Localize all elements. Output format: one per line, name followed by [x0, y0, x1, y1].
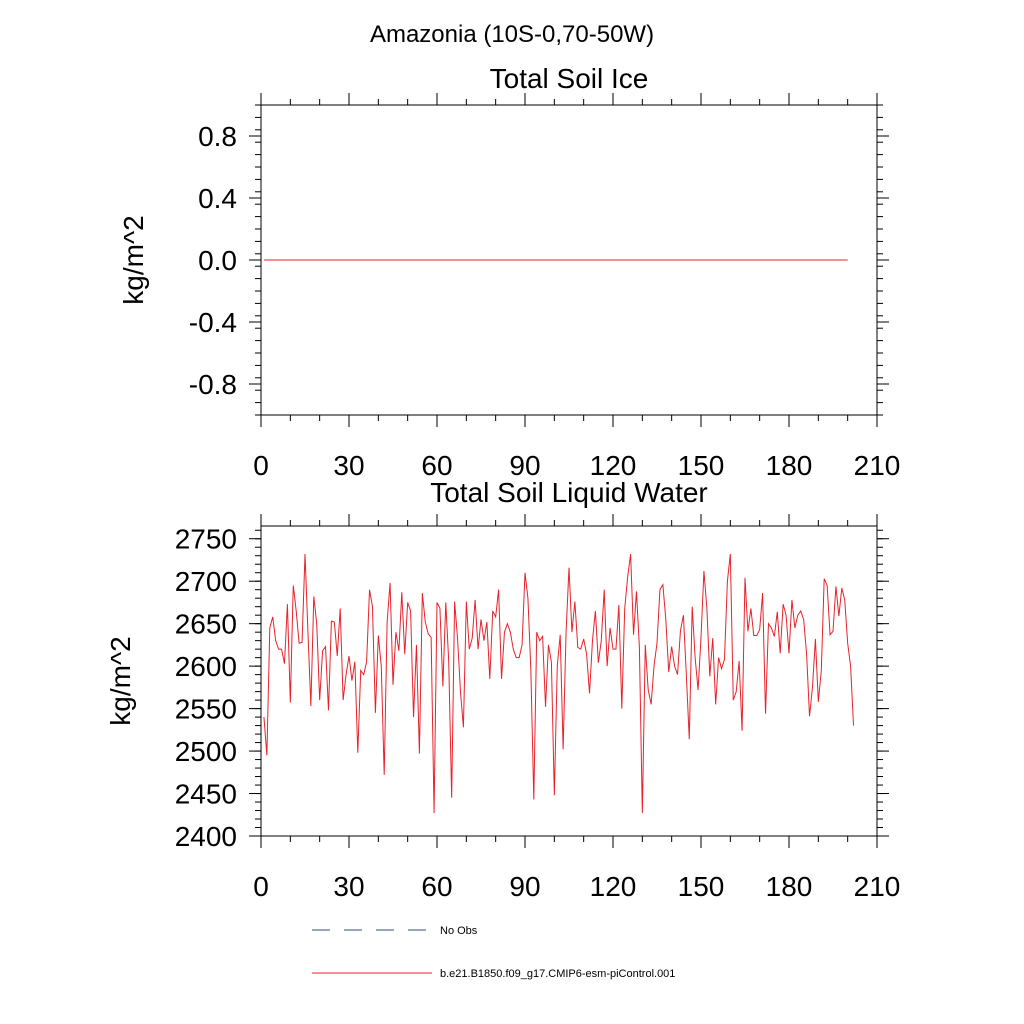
x-tick-label: 180: [766, 871, 813, 902]
legend-no-obs-label: No Obs: [440, 925, 478, 937]
x-tick-label: 90: [509, 450, 540, 481]
soil-liquid-water-panel: Total Soil Liquid Water kg/m^2 0 30 60 90 120 1…: [105, 477, 900, 902]
y-tick-label: 2550: [175, 694, 237, 725]
legend: No Obs b.e21.B1850.f09_g17.CMIP6-esm-piC…: [312, 925, 675, 980]
x-tick-label: 30: [333, 450, 364, 481]
x-tick-label: 210: [854, 450, 901, 481]
y-tick-label: 2600: [175, 651, 237, 682]
x-tick-label: 60: [421, 450, 452, 481]
x-tick-label: 120: [590, 871, 637, 902]
x-tick-label: 30: [333, 871, 364, 902]
y-axis-label: kg/m^2: [118, 215, 149, 304]
chart-title: Total Soil Ice: [490, 63, 649, 94]
y-tick-label: 2700: [175, 566, 237, 597]
y-tick-label: -0.4: [189, 307, 237, 338]
y-axis-label: kg/m^2: [105, 636, 136, 725]
y-tick-label: 0.8: [198, 121, 237, 152]
chart-title: Total Soil Liquid Water: [430, 477, 708, 508]
legend-model-label: b.e21.B1850.f09_g17.CMIP6-esm-piControl.…: [440, 968, 675, 980]
y-tick-label: 0.0: [198, 245, 237, 276]
x-tick-label: 210: [854, 871, 901, 902]
series-line: [263, 553, 855, 814]
x-tick-label: 150: [678, 450, 725, 481]
plot-frame: [260, 525, 878, 837]
soil-ice-panel: Total Soil Ice kg/m^2 0 30 60 90 120 150 180 210 -…: [118, 63, 900, 481]
y-tick-label: 2650: [175, 609, 237, 640]
y-tick-label: -0.8: [189, 369, 237, 400]
x-tick-label: 0: [253, 871, 269, 902]
y-tick-label: 0.4: [198, 183, 237, 214]
x-tick-label: 90: [509, 871, 540, 902]
figure-suptitle: Amazonia (10S-0,70-50W): [370, 21, 654, 48]
y-tick-label: 2500: [175, 736, 237, 767]
x-tick-label: 60: [421, 871, 452, 902]
x-tick-label: 0: [253, 450, 269, 481]
x-tick-label: 180: [766, 450, 813, 481]
x-tick-label: 120: [590, 450, 637, 481]
y-tick-label: 2450: [175, 779, 237, 810]
y-tick-label: 2400: [175, 821, 237, 852]
y-tick-label: 2750: [175, 524, 237, 555]
x-tick-label: 150: [678, 871, 725, 902]
